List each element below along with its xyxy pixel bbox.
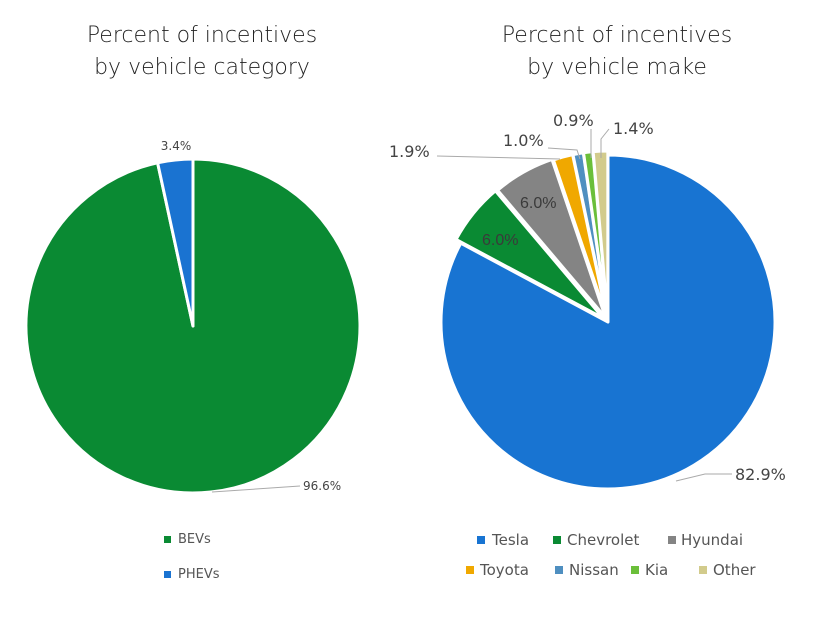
chevrolet-data-label: 6.0%	[482, 232, 518, 249]
pie-slice-hyundai	[496, 157, 608, 320]
pie-slice-tesla	[439, 153, 777, 491]
bevs-leader-line	[211, 485, 301, 493]
category-pie	[24, 157, 362, 495]
legend-swatch-bevs	[164, 536, 171, 543]
pie-slice-phevs	[156, 157, 195, 328]
legend-label-kia: Kia	[645, 561, 668, 579]
bevs-data-label: 96.6%	[303, 479, 341, 493]
tesla-leader-line	[675, 473, 732, 482]
legend-swatch-toyota	[466, 566, 474, 574]
pie-slice-other	[591, 149, 610, 320]
legend-label-other: Other	[713, 561, 756, 579]
legend-label-nissan: Nissan	[569, 561, 619, 579]
legend-label-hyundai: Hyundai	[681, 531, 743, 549]
legend-swatch-kia	[631, 566, 639, 574]
pie-slice-chevrolet	[454, 189, 605, 320]
tesla-data-label: 82.9%	[735, 465, 786, 484]
nissan-leader-line	[547, 147, 581, 160]
make-chart: Percent of incentives by vehicle make 82…	[389, 23, 786, 579]
legend-label-toyota: Toyota	[479, 561, 529, 579]
category-chart-title-line2: by vehicle category	[94, 55, 310, 80]
make-legend: Tesla Chevrolet Hyundai Toyota Nissan Ki…	[466, 531, 756, 579]
legend-label-chevrolet: Chevrolet	[567, 531, 639, 549]
category-chart: Percent of incentives by vehicle categor…	[24, 23, 362, 582]
kia-data-label: 0.9%	[553, 111, 594, 130]
nissan-data-label: 1.0%	[503, 131, 544, 150]
legend-label-bevs: BEVs	[178, 532, 211, 547]
phevs-data-label: 3.4%	[161, 139, 192, 153]
legend-swatch-hyundai	[668, 536, 676, 544]
make-pie	[439, 149, 777, 491]
toyota-data-label: 1.9%	[389, 142, 430, 161]
legend-label-tesla: Tesla	[491, 531, 529, 549]
make-chart-title-line1: Percent of incentives	[502, 23, 732, 48]
hyundai-data-label: 6.0%	[520, 195, 556, 212]
other-data-label: 1.4%	[613, 119, 654, 138]
toyota-leader-line	[436, 155, 561, 160]
legend-swatch-phevs	[164, 571, 171, 578]
legend-label-phevs: PHEVs	[178, 567, 220, 582]
legend-swatch-other	[699, 566, 707, 574]
category-chart-title-line1: Percent of incentives	[87, 23, 317, 48]
legend-swatch-tesla	[477, 536, 485, 544]
legend-swatch-nissan	[555, 566, 563, 574]
make-chart-title-line2: by vehicle make	[527, 55, 707, 80]
other-leader-line	[600, 128, 610, 158]
legend-swatch-chevrolet	[553, 536, 561, 544]
category-legend: BEVs PHEVs	[164, 532, 220, 582]
